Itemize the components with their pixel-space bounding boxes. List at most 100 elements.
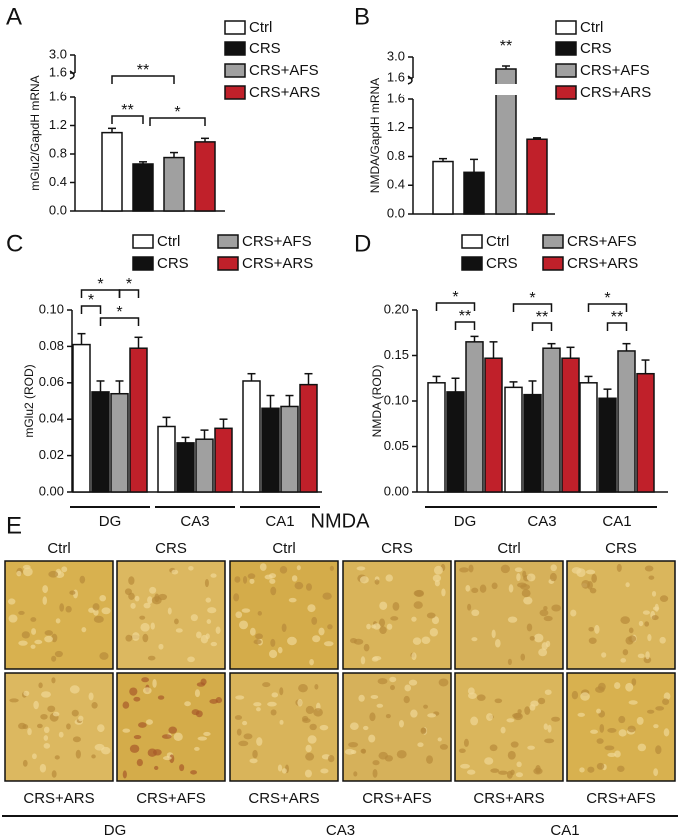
cell-texture [439, 744, 448, 750]
column-label: CRS [155, 540, 187, 557]
cell-texture [134, 595, 140, 602]
legend-label: CRS+ARS [242, 255, 313, 272]
cell-texture [22, 564, 31, 570]
bar [463, 171, 485, 215]
legend-swatch [461, 234, 483, 249]
cell-texture [32, 753, 37, 760]
cell-texture [494, 698, 503, 704]
cell-texture [33, 700, 39, 710]
cell-texture [543, 606, 548, 611]
cell-texture [384, 755, 393, 762]
column-label: Ctrl [47, 540, 70, 557]
cell-texture [91, 701, 98, 709]
cell-texture [379, 618, 386, 627]
cell-texture [577, 712, 585, 717]
cell-texture [132, 632, 140, 641]
cell-texture [296, 565, 301, 571]
cell-texture [570, 609, 577, 617]
cell-texture [256, 737, 263, 746]
cell-texture [197, 736, 208, 741]
cell-texture [270, 586, 277, 596]
cell-texture [298, 684, 308, 693]
cell-texture [551, 716, 560, 722]
cell-texture [66, 723, 71, 730]
cell-texture [659, 595, 669, 603]
y-tick-label: 1.2 [387, 119, 405, 134]
cell-texture [663, 728, 670, 737]
cell-texture [327, 624, 333, 630]
y-axis-label: mGlu2 (ROD) [22, 364, 36, 437]
cell-texture [154, 765, 159, 771]
cell-texture [385, 574, 393, 582]
cell-texture [149, 586, 157, 594]
cell-texture [358, 694, 365, 702]
cell-texture [587, 581, 593, 590]
cell-texture [521, 589, 531, 598]
cell-texture [236, 728, 242, 736]
cell-texture [544, 689, 552, 695]
cell-texture [374, 579, 380, 585]
y-tick-label: 0.04 [39, 411, 64, 426]
y-tick-label: 1.6 [387, 69, 405, 84]
cell-texture [305, 705, 315, 715]
cell-texture [235, 611, 243, 619]
cell-texture [253, 702, 262, 707]
cell-texture [458, 748, 466, 754]
bar [542, 347, 561, 493]
legend-label: Ctrl [486, 233, 509, 250]
cell-texture [618, 729, 627, 737]
cell-texture [390, 685, 395, 691]
cell-texture [69, 590, 76, 595]
cell-texture [175, 628, 183, 633]
cell-texture [264, 574, 273, 580]
cell-texture [39, 763, 47, 773]
cell-texture [653, 768, 659, 777]
cell-texture [253, 639, 262, 645]
cell-texture [648, 575, 655, 580]
cell-texture [420, 727, 427, 735]
cell-texture [279, 687, 284, 696]
cell-texture [530, 700, 539, 707]
cell-texture [625, 582, 630, 588]
cell-texture [92, 603, 100, 611]
cell-texture [643, 656, 652, 664]
legend-label: CRS+AFS [242, 233, 312, 250]
cell-texture [599, 724, 605, 733]
cell-texture [305, 752, 315, 761]
cell-texture [372, 768, 378, 778]
cell-texture [433, 565, 443, 575]
cell-texture [210, 641, 218, 647]
bar [91, 391, 110, 493]
y-tick-label: 0.8 [387, 148, 405, 163]
cell-texture [44, 630, 53, 636]
cell-texture [580, 692, 590, 701]
y-tick-label: 0.05 [384, 438, 409, 453]
cell-texture [142, 633, 149, 643]
cell-texture [271, 692, 279, 698]
cell-texture [490, 768, 500, 773]
cell-texture [27, 728, 32, 736]
significance-bracket [149, 117, 206, 126]
cell-texture [628, 627, 634, 634]
cell-texture [161, 734, 172, 739]
cell-texture [614, 682, 621, 690]
cell-texture [167, 607, 172, 615]
bar [495, 68, 517, 215]
significance-bracket [435, 302, 476, 311]
cell-texture [500, 564, 510, 574]
significance-label: * [529, 290, 535, 307]
cell-texture [622, 649, 629, 656]
cell-texture [147, 655, 156, 661]
cell-texture [432, 574, 442, 582]
cell-texture [139, 615, 146, 620]
cell-texture [360, 748, 366, 754]
cell-texture [203, 731, 211, 736]
cell-texture [269, 649, 278, 659]
cell-texture [23, 567, 33, 577]
cell-texture [30, 644, 36, 649]
cell-texture [215, 626, 221, 634]
cell-texture [47, 705, 56, 713]
legend-swatch [217, 256, 239, 271]
cell-texture [498, 770, 508, 775]
cell-texture [571, 690, 579, 700]
